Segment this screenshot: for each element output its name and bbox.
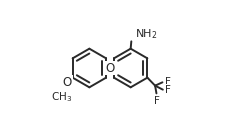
Text: O: O <box>62 76 72 89</box>
Text: F: F <box>165 77 171 87</box>
Text: CH$_3$: CH$_3$ <box>51 90 73 104</box>
Text: NH$_2$: NH$_2$ <box>135 27 157 41</box>
Text: F: F <box>165 85 171 95</box>
Text: F: F <box>153 96 159 106</box>
Text: O: O <box>105 61 115 75</box>
